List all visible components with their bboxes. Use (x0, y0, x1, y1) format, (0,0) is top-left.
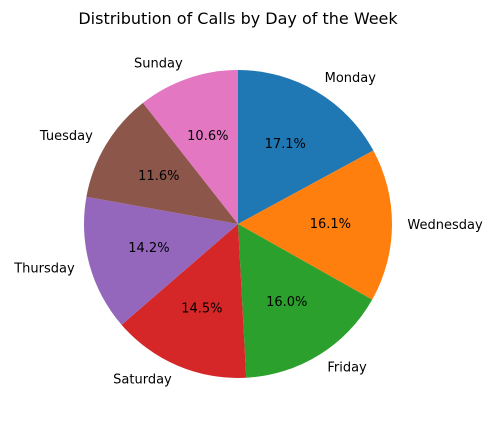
pie-slice-saturday (121, 224, 247, 378)
pie-slice-sunday (142, 70, 238, 224)
pie-slices (84, 70, 392, 378)
percent-label-wednesday: 16.1% (310, 217, 351, 232)
percent-label-monday: 17.1% (265, 137, 306, 152)
slice-label-sunday: Sunday (134, 56, 183, 71)
percent-label-sunday: 10.6% (187, 129, 228, 144)
pie-slice-monday (238, 70, 374, 224)
percent-label-friday: 16.0% (266, 295, 307, 310)
pie-slice-tuesday (86, 102, 238, 224)
slice-label-saturday: Saturday (113, 372, 172, 387)
percent-label-saturday: 14.5% (181, 302, 222, 317)
pie-slice-thursday (84, 196, 239, 325)
pie-labels: Monday 17.1% Wednesday 16.1% Friday 16.0% Satu… (13, 56, 483, 387)
pie-slice-wednesday (238, 150, 392, 300)
percent-label-tuesday: 11.6% (138, 169, 179, 184)
pie-slice-friday (238, 224, 373, 378)
slice-label-friday: Friday (327, 360, 367, 375)
slice-label-tuesday: Tuesday (39, 129, 93, 144)
slice-label-wednesday: Wednesday (407, 218, 483, 233)
percent-label-thursday: 14.2% (128, 241, 169, 256)
slice-label-monday: Monday (325, 71, 377, 86)
slice-label-thursday: Thursday (13, 261, 75, 276)
chart-title: Distribution of Calls by Day of the Week (78, 9, 398, 28)
